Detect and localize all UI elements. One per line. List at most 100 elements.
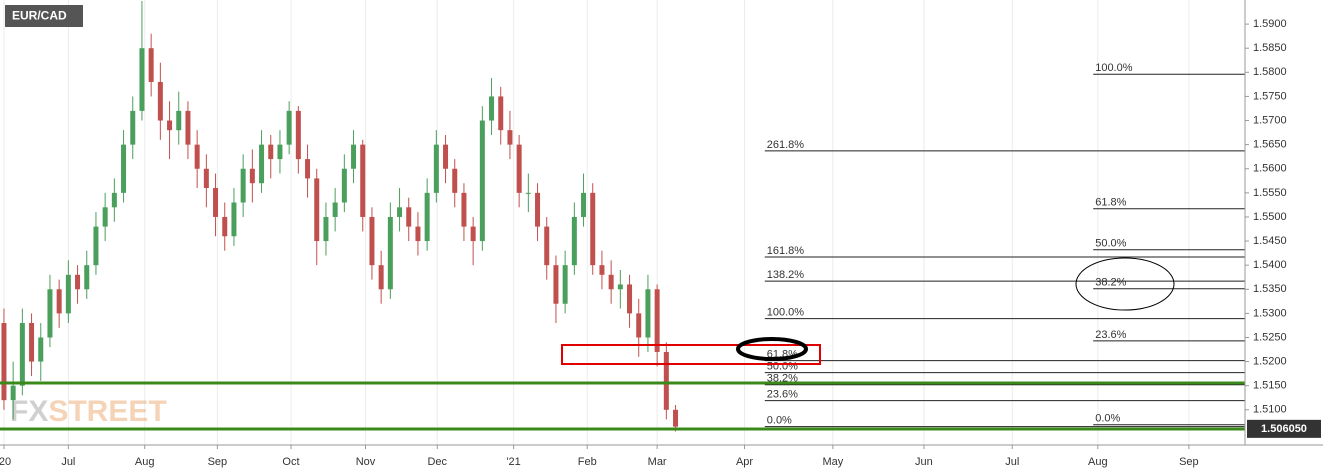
fib-label: 261.8% (767, 139, 805, 151)
candle-body (240, 168, 246, 203)
candle-body (387, 216, 393, 290)
candle-body (93, 226, 99, 266)
y-tick-label: 1.5750 (1253, 90, 1287, 102)
candle-body (38, 337, 44, 362)
x-tick-label: Aug (135, 456, 155, 468)
y-tick-label: 1.5550 (1253, 187, 1287, 199)
y-tick-label: 1.5600 (1253, 163, 1287, 175)
candle-body (75, 274, 81, 290)
x-tick-label: Jul (61, 456, 75, 468)
highlight-ellipse (1075, 257, 1175, 311)
fib-label: 38.2% (1095, 277, 1126, 289)
candle-body (277, 144, 283, 160)
candles (1, 0, 679, 432)
candle-body (654, 289, 660, 352)
candle-body (599, 265, 605, 275)
y-tick-label: 1.5100 (1253, 404, 1287, 416)
x-tick-label: Jul (1005, 456, 1019, 468)
fib-label: 0.0% (767, 415, 792, 427)
last-price-badge (1247, 419, 1321, 438)
fib-label: 0.0% (1095, 413, 1120, 425)
candle-body (10, 385, 16, 401)
candle-body (516, 144, 522, 193)
candle-body (1, 323, 7, 401)
candle-body (259, 144, 265, 184)
candle-body (130, 110, 136, 145)
candle-body (360, 144, 366, 217)
candle-body (525, 192, 531, 194)
candle-body (139, 48, 145, 111)
candle-body (167, 120, 173, 131)
fib-label: 50.0% (1095, 238, 1126, 250)
candle-body (627, 284, 633, 314)
candle-body (268, 144, 274, 160)
x-tick-label: Apr (736, 456, 753, 468)
candle-body (157, 81, 163, 121)
y-tick-label: 1.5800 (1253, 66, 1287, 78)
candle-body (397, 207, 403, 217)
highlight-ellipse (736, 337, 808, 361)
watermark-street: STREET (48, 395, 166, 428)
x-tick-label: Aug (1088, 456, 1108, 468)
symbol-badge (5, 5, 83, 27)
chart-title: EUR/CAD (12, 9, 67, 23)
price-axis (1245, 0, 1323, 473)
y-tick-label: 1.5850 (1253, 42, 1287, 54)
candle-body (47, 289, 53, 338)
fib-label: 100.0% (1095, 62, 1133, 74)
fib-label: 138.2% (767, 269, 805, 281)
x-tick-label: May (822, 456, 843, 468)
x-tick-label: Dec (427, 456, 447, 468)
axes: '20 Jul Aug Sep Oct Nov Dec '21 Feb Mar Apr May Jun J… (0, 18, 1321, 468)
candle-body (406, 207, 412, 227)
candle-body (415, 226, 421, 242)
candle-body (378, 265, 384, 290)
fib-label: 23.6% (1095, 329, 1126, 341)
candle-body (617, 284, 623, 290)
candle-body (544, 226, 550, 266)
candle-body (636, 313, 642, 338)
candle-body (176, 110, 182, 131)
candle-body (305, 159, 311, 179)
fib-label: 61.8% (1095, 197, 1126, 209)
fib-label: 161.8% (767, 245, 805, 257)
y-tick-label: 1.5200 (1253, 355, 1287, 367)
candle-body (553, 265, 559, 304)
candle-body (111, 192, 117, 208)
watermark-fx: FX (10, 395, 48, 428)
candle-body (102, 207, 108, 227)
fibonacci-levels: 100.0% 61.8% 50.0% 38.2% 23.6% 0.0% 261.8% 161.… (764, 62, 1245, 428)
candle-body (65, 274, 71, 314)
candle-body (673, 409, 679, 427)
candle-body (222, 216, 228, 237)
candle-body (351, 144, 357, 169)
candle-body (498, 96, 504, 131)
x-tick-label: Oct (282, 456, 299, 468)
candle-body (433, 144, 439, 193)
highlight-box (561, 344, 821, 365)
y-tick-label: 1.5700 (1253, 114, 1287, 126)
candle-body (590, 192, 596, 266)
x-tick-label: '21 (506, 456, 520, 468)
y-tick-label: 1.5450 (1253, 235, 1287, 247)
x-tick-label: Feb (578, 456, 597, 468)
candle-body (479, 120, 485, 242)
candle-body (341, 168, 347, 203)
candle-body (608, 274, 614, 290)
y-tick-label: 1.5500 (1253, 211, 1287, 223)
candle-body (194, 144, 200, 169)
y-tick-label: 1.5400 (1253, 259, 1287, 271)
candle-body (121, 144, 127, 193)
x-tick-label: Jun (915, 456, 933, 468)
candle-body (231, 202, 237, 237)
grid (3, 0, 1190, 445)
candle-body (562, 265, 568, 304)
y-tick-label: 1.5150 (1253, 380, 1287, 392)
candle-body (535, 192, 541, 227)
candle-body (314, 178, 320, 242)
candle-body (424, 192, 430, 242)
candle-body (645, 289, 651, 338)
candle-body (571, 216, 577, 266)
